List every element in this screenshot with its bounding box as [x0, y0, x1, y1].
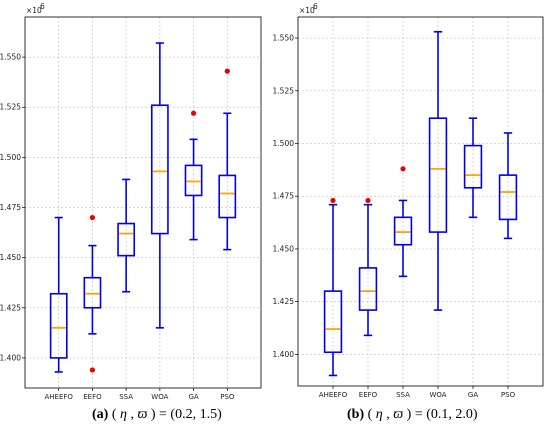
x-tick-label: SSA	[119, 393, 133, 401]
box-woa	[150, 42, 169, 329]
box-ssa	[117, 178, 136, 293]
chart-panel-b: 1.400 1.425 1.450 1.475 1.500 1.525 1.550 ×106 A…	[273, 2, 544, 399]
y-tick-label: 1.400	[273, 350, 295, 359]
box-pso	[498, 132, 518, 240]
plot-frame	[24, 16, 262, 389]
caption-b-letter: (b)	[347, 407, 365, 422]
y-tick-label: 1.550	[273, 34, 295, 43]
x-tick-label: SSA	[396, 391, 410, 399]
box-iqr	[218, 174, 237, 219]
x-tick-label: GA	[188, 393, 198, 401]
y-exponent-label: ×10	[299, 6, 315, 15]
caption-a-varpi: ϖ	[137, 407, 148, 422]
caption-a-eta: η	[120, 407, 127, 422]
box-iqr	[150, 104, 169, 235]
caption-a: (a) ( η , ϖ ) = (0.2, 1.5)	[92, 407, 222, 422]
y-tick-label: 1.550	[0, 53, 21, 62]
y-exponent-label: ×10	[26, 6, 42, 15]
chart-panel-a: 1.400 1.425 1.450 1.475 1.500 1.525 1.550 ×106 A…	[0, 2, 262, 401]
y-tick-label: 1.500	[0, 153, 21, 162]
y-tick-label: 1.500	[273, 139, 295, 148]
box-aheefo	[323, 197, 343, 377]
outlier-point	[190, 110, 197, 116]
box-iqr	[393, 216, 413, 246]
outlier-point	[330, 197, 336, 204]
outlier-point	[365, 197, 371, 204]
box-pso	[218, 68, 237, 251]
y-tick-label: 1.475	[0, 203, 21, 212]
box-iqr	[83, 276, 102, 309]
outlier-point	[224, 68, 230, 74]
caption-b-varpi: ϖ	[393, 407, 404, 422]
box-woa	[428, 30, 448, 311]
box-iqr	[428, 117, 448, 233]
box-iqr	[49, 292, 68, 359]
box-iqr	[117, 222, 136, 257]
y-exponent-power: 6	[313, 2, 318, 11]
outlier-point	[400, 166, 406, 172]
box-iqr	[323, 290, 343, 354]
x-tick-label: WOA	[429, 391, 446, 399]
x-tick-label: AHEEFO	[319, 391, 348, 399]
y-tick-label: 1.525	[273, 86, 295, 95]
box-aheefo	[49, 216, 68, 373]
box-ssa	[393, 166, 413, 278]
box-eefo	[358, 197, 378, 337]
y-tick-label: 1.525	[0, 103, 21, 112]
x-tick-label: EEFO	[83, 393, 102, 401]
y-tick-label: 1.425	[273, 297, 295, 306]
y-tick-label: 1.400	[0, 353, 21, 362]
plot-frame	[297, 16, 544, 387]
caption-b-value: = (0.1, 2.0)	[414, 407, 478, 422]
x-tick-label: PSO	[220, 393, 235, 401]
box-ga	[463, 117, 483, 219]
x-tick-label: GA	[468, 391, 478, 399]
caption-b: (b) ( η , ϖ ) = (0.1, 2.0)	[347, 407, 478, 422]
y-tick-label: 1.450	[0, 253, 21, 262]
outlier-point	[89, 367, 96, 373]
caption-b-eta: η	[375, 407, 383, 422]
x-tick-label: AHEEFO	[44, 393, 73, 401]
box-iqr	[463, 144, 483, 189]
box-iqr	[498, 174, 518, 221]
box-eefo	[83, 214, 102, 373]
x-tick-label: EEFO	[359, 391, 378, 399]
caption-a-letter: (a)	[92, 407, 109, 422]
y-exponent-power: 6	[40, 2, 45, 11]
box-ga	[184, 110, 203, 241]
y-tick-label: 1.450	[273, 244, 295, 253]
y-tick-label: 1.425	[0, 303, 21, 312]
outlier-point	[89, 214, 96, 221]
x-tick-label: PSO	[501, 391, 516, 399]
x-tick-label: WOA	[151, 393, 168, 401]
y-tick-label: 1.475	[273, 192, 295, 201]
box-iqr	[184, 164, 203, 197]
box-iqr	[358, 267, 378, 311]
caption-a-value: = (0.2, 1.5)	[159, 407, 222, 422]
